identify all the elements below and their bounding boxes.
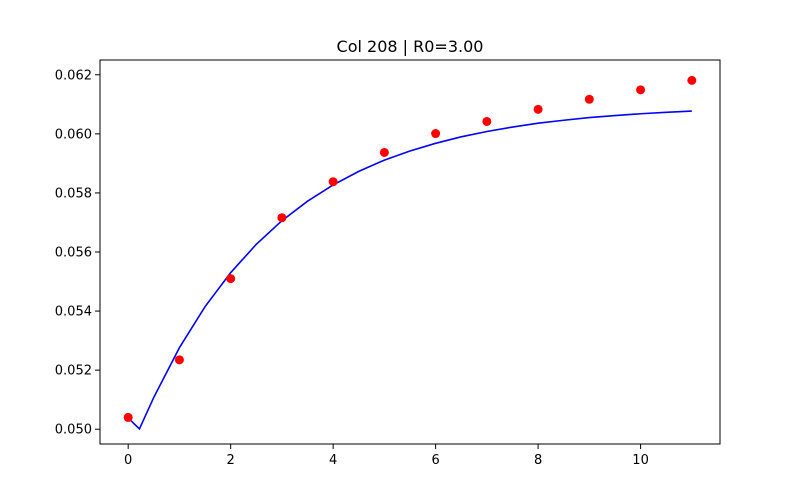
plot-frame	[99, 59, 721, 445]
y-axis: 0.050 0.052 0.054 0.056 0.058 0.060 0.062	[55, 68, 100, 438]
y-tick-label: 0.060	[55, 127, 92, 142]
series-layer	[123, 75, 697, 431]
x-tick-label: 4	[329, 453, 337, 468]
y-tick-label: 0.052	[55, 364, 92, 379]
x-tick-label: 0	[124, 453, 132, 468]
x-tick-label: 8	[534, 453, 542, 468]
fit-line	[127, 110, 692, 431]
x-tick-label: 10	[632, 453, 649, 468]
data-point	[431, 129, 441, 139]
data-point	[328, 177, 338, 187]
data-point	[277, 213, 287, 223]
x-axis: 0 2 4 6 8 10	[124, 444, 649, 468]
chart-title: Col 208 | R0=3.00	[337, 37, 484, 56]
x-tick-label: 2	[227, 453, 235, 468]
y-tick-label: 0.062	[55, 68, 92, 83]
y-tick-label: 0.058	[55, 186, 92, 201]
data-point	[533, 104, 543, 114]
y-tick-label: 0.050	[55, 423, 92, 438]
data-point	[174, 355, 184, 365]
y-tick-label: 0.054	[55, 305, 92, 320]
data-point	[584, 94, 594, 104]
data-point	[123, 412, 133, 422]
data-point	[379, 147, 389, 157]
x-tick-label: 6	[431, 453, 439, 468]
data-point	[687, 75, 697, 85]
y-tick-label: 0.056	[55, 246, 92, 261]
data-point	[226, 274, 236, 284]
data-point	[636, 85, 646, 95]
data-point	[482, 116, 492, 126]
